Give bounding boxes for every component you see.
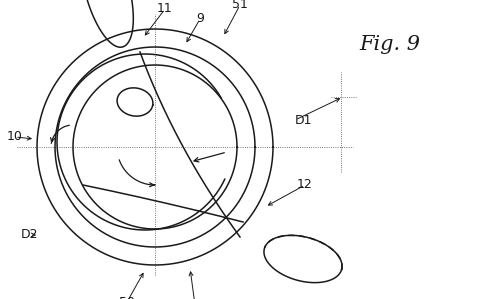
Text: D1: D1 [295,114,312,126]
Text: 5: 5 [191,298,199,299]
Text: 51: 51 [232,0,248,11]
Text: D2: D2 [21,228,39,242]
Text: 10: 10 [7,130,23,144]
Text: 12: 12 [297,179,313,191]
Text: Fig. 9: Fig. 9 [360,34,420,54]
Text: 11: 11 [157,2,173,16]
Text: 9: 9 [196,13,204,25]
Text: 50: 50 [119,295,135,299]
